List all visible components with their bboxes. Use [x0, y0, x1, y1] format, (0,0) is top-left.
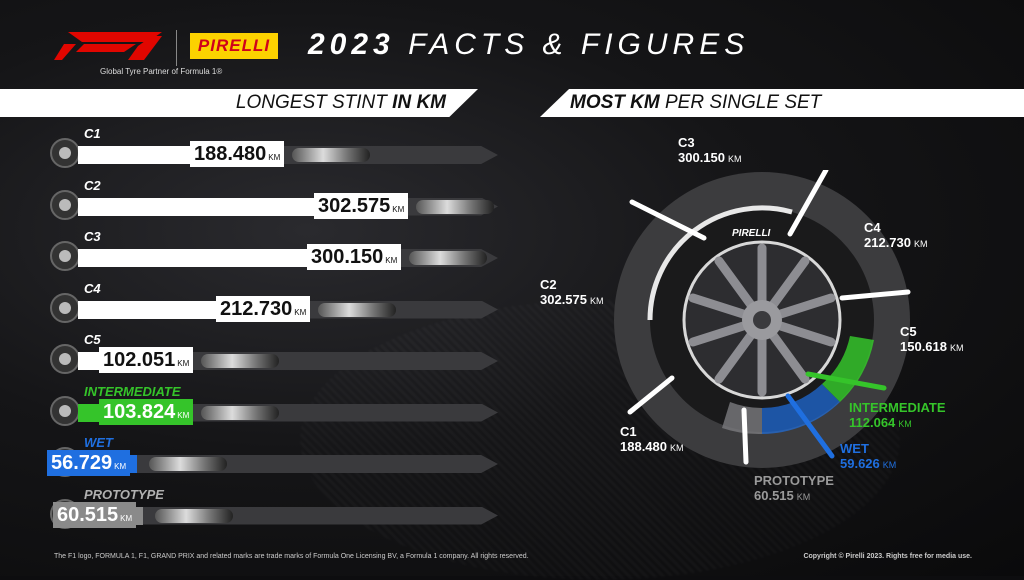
value-number: 102.051: [103, 349, 176, 371]
value-unit: KM: [120, 513, 133, 523]
page-title: 2023 FACTS & FIGURES: [308, 28, 749, 62]
compound-label: WET: [84, 435, 113, 450]
tagline: Global Tyre Partner of Formula 1®: [100, 67, 223, 76]
value-unit: KM: [177, 359, 190, 368]
race-car-graphic: [292, 148, 370, 162]
race-car-graphic: [318, 302, 396, 317]
value-number: 56.729: [51, 452, 113, 474]
compound-label: C4: [84, 280, 101, 296]
race-car-graphic: [149, 457, 227, 471]
value-number: 300.150: [311, 246, 384, 268]
tyre-icon: [50, 241, 80, 271]
tyre-icon: [50, 344, 80, 374]
value-number: 212.730: [220, 297, 293, 320]
race-car-graphic: [201, 405, 279, 420]
title-year: 2023: [308, 28, 395, 61]
value-number: 188.480: [194, 143, 267, 165]
value-unit: KM: [294, 307, 307, 317]
value-unit: KM: [392, 204, 405, 214]
value-unit: KM: [177, 410, 190, 420]
value-number: 60.515: [57, 503, 119, 526]
wheel-brand-text: PIRELLI: [732, 228, 771, 239]
label-c3: C3 300.150 KM: [678, 135, 742, 165]
race-car-graphic: [155, 508, 233, 523]
label-c2: C2 302.575 KM: [540, 277, 604, 307]
stint-value: 212.730 KM: [216, 295, 311, 322]
heading-light: PER SINGLE SET: [659, 92, 822, 113]
compound-label: INTERMEDIATE: [84, 383, 181, 399]
stint-value: 103.824 KM: [99, 398, 194, 425]
value-unit: KM: [268, 153, 281, 162]
label-prototype: PROTOTYPE 60.515 KM: [754, 473, 834, 503]
label-c5: C5 150.618 KM: [900, 324, 964, 354]
footer-trademark: The F1 logo, FORMULA 1, F1, GRAND PRIX a…: [54, 553, 529, 560]
most-km-heading: MOST KM PER SINGLE SET: [540, 89, 1024, 117]
stint-value: 188.480 KM: [190, 141, 285, 167]
heading-bold: IN KM: [392, 92, 446, 113]
stint-row: C1 188.480 KM: [50, 126, 510, 172]
header-divider: [176, 30, 177, 66]
value-unit: KM: [114, 462, 127, 471]
compound-label: C3: [84, 229, 101, 244]
title-text: FACTS & FIGURES: [408, 28, 750, 61]
compound-label: C1: [84, 126, 101, 141]
stint-value: 300.150 KM: [307, 244, 402, 270]
stint-row: PROTOTYPE 60.515 KM: [50, 486, 510, 533]
compound-label: PROTOTYPE: [84, 486, 164, 502]
stint-row: INTERMEDIATE 103.824 KM: [50, 383, 510, 430]
label-intermediate: INTERMEDIATE 112.064 KM: [849, 400, 946, 430]
stint-row: C2 302.575 KM: [50, 177, 510, 224]
stint-value: 102.051 KM: [99, 347, 194, 373]
stint-row: C5 102.051 KM: [50, 332, 510, 378]
heading-bold: MOST KM: [570, 92, 660, 113]
compound-label: C2: [84, 177, 101, 193]
f1-logo: [54, 32, 162, 60]
value-number: 103.824: [103, 400, 176, 423]
stint-value: 302.575 KM: [314, 192, 409, 219]
tyre-icon: [50, 292, 80, 323]
heading-light: LONGEST STINT: [235, 92, 393, 113]
tyre-icon: [50, 189, 80, 220]
label-c1: C1 188.480 KM: [620, 424, 684, 454]
stint-row: C4 212.730 KM: [50, 280, 510, 327]
race-car-graphic: [416, 199, 494, 214]
stint-value: 60.515 KM: [53, 501, 137, 528]
label-wet: WET 59.626 KM: [840, 441, 897, 471]
value-number: 302.575: [318, 194, 391, 217]
stint-row: WET 56.729 KM: [47, 435, 510, 481]
value-unit: KM: [385, 256, 398, 265]
bar-track: [78, 455, 498, 473]
pirelli-logo: PIRELLI: [190, 33, 278, 59]
stint-row: C3 300.150 KM: [50, 229, 510, 275]
longest-stint-heading: LONGEST STINT IN KM: [0, 89, 478, 117]
stint-value: 56.729 KM: [47, 450, 131, 476]
tyre-wheel-graphic: PIRELLI: [614, 170, 911, 468]
footer-copyright: Copyright © Pirelli 2023. Rights free fo…: [803, 553, 972, 560]
tyre-icon: [50, 395, 80, 426]
label-c4: C4 212.730 KM: [864, 220, 928, 250]
compound-label: C5: [84, 332, 101, 347]
race-car-graphic: [409, 251, 487, 265]
tyre-icon: [50, 138, 80, 168]
race-car-graphic: [201, 354, 279, 368]
